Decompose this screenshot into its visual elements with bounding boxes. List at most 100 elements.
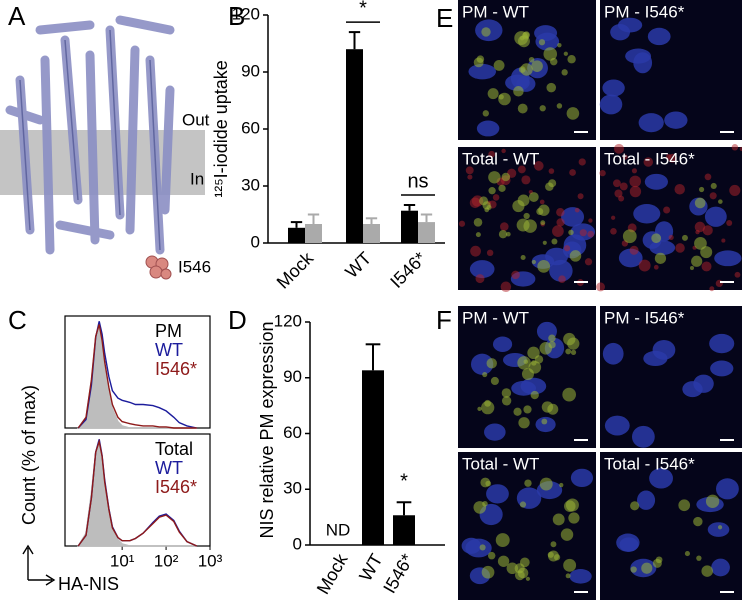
stain: [675, 243, 685, 253]
error-bar: [403, 204, 416, 211]
nucleus: [638, 113, 664, 133]
stain: [557, 42, 562, 48]
nucleus: [476, 120, 500, 137]
stain: [524, 479, 532, 487]
stain: [698, 186, 705, 193]
stain: [668, 234, 674, 241]
stain: [562, 387, 577, 402]
stain: [566, 107, 580, 120]
stain: [552, 513, 565, 526]
error-bar: [420, 213, 433, 223]
image-label: PM - WT: [462, 2, 529, 21]
stain: [570, 349, 577, 355]
panel-letter: D: [228, 305, 247, 335]
stain: [565, 573, 571, 579]
stain: [618, 195, 625, 202]
image-label: Total - WT: [462, 149, 539, 168]
stain: [487, 88, 499, 100]
nucleus: [647, 27, 671, 46]
stain: [694, 236, 707, 250]
nucleus: [535, 32, 560, 51]
y-tick-label: 90: [283, 367, 302, 386]
stain: [652, 558, 662, 568]
x-tick-label: I546*: [386, 248, 430, 292]
stain: [611, 215, 616, 220]
stain: [629, 185, 642, 198]
stain: [486, 249, 494, 257]
stain: [531, 360, 537, 366]
nucleus: [652, 340, 676, 360]
value-label: ND: [326, 520, 351, 539]
stain: [514, 570, 525, 581]
stain: [696, 555, 702, 561]
stain: [702, 225, 713, 236]
error-bar: [365, 217, 378, 224]
stain: [500, 222, 509, 231]
y-tick-label: 60: [241, 118, 260, 137]
stain: [684, 551, 690, 557]
stain: [534, 355, 544, 364]
nucleus: [633, 203, 661, 224]
nucleus: [682, 381, 703, 398]
legend-entry: I546*: [155, 477, 197, 497]
stain: [651, 233, 662, 244]
stain: [498, 92, 511, 106]
stain: [729, 184, 741, 196]
stain: [701, 261, 712, 272]
bar: [288, 227, 305, 243]
stain: [486, 205, 492, 211]
panel-letter: B: [228, 1, 245, 31]
x-tick-label: WT: [355, 550, 386, 584]
stain: [709, 192, 717, 200]
stain: [506, 562, 519, 575]
error-bar: [290, 221, 303, 228]
image-label: Total - I546*: [604, 149, 695, 168]
stain: [533, 161, 544, 171]
stain: [511, 270, 520, 280]
bar: [362, 370, 384, 545]
nucleus: [535, 416, 556, 433]
error-bar: [348, 31, 361, 50]
nucleus: [619, 537, 639, 552]
stain: [674, 184, 685, 195]
stain: [528, 192, 539, 202]
annotation: *: [400, 471, 408, 493]
nucleus: [470, 353, 494, 375]
stain: [638, 259, 651, 272]
panel-letter: A: [8, 1, 26, 31]
stain: [539, 199, 545, 205]
y-tick-label: 120: [274, 311, 302, 330]
image-label: Total - I546*: [604, 454, 695, 473]
stain: [577, 193, 584, 200]
stain: [678, 499, 691, 512]
stain: [475, 274, 485, 284]
stain: [568, 512, 580, 524]
stain: [569, 250, 582, 262]
stain: [517, 103, 528, 114]
y-tick-label: 0: [251, 232, 260, 251]
stain: [700, 246, 713, 259]
stain: [521, 175, 531, 185]
stain: [481, 401, 495, 415]
stain: [563, 558, 577, 572]
stain: [482, 500, 488, 507]
stain: [715, 279, 723, 288]
stain: [519, 557, 530, 568]
stain: [497, 555, 510, 567]
stain: [568, 229, 574, 236]
micrograph: PM - WT: [458, 306, 596, 448]
stain: [734, 271, 741, 278]
error-bar: [307, 213, 320, 224]
stain: [619, 182, 628, 191]
nucleus: [707, 522, 730, 537]
stain: [500, 281, 512, 293]
legend-entry: WT: [155, 340, 183, 360]
stain: [473, 218, 483, 227]
legend-entry: Total: [155, 439, 193, 459]
stain: [588, 218, 593, 223]
stain: [513, 407, 522, 416]
x-tick-label: 10²: [154, 551, 179, 570]
stain: [599, 169, 606, 177]
nucleus: [545, 247, 569, 266]
stain: [701, 565, 713, 577]
